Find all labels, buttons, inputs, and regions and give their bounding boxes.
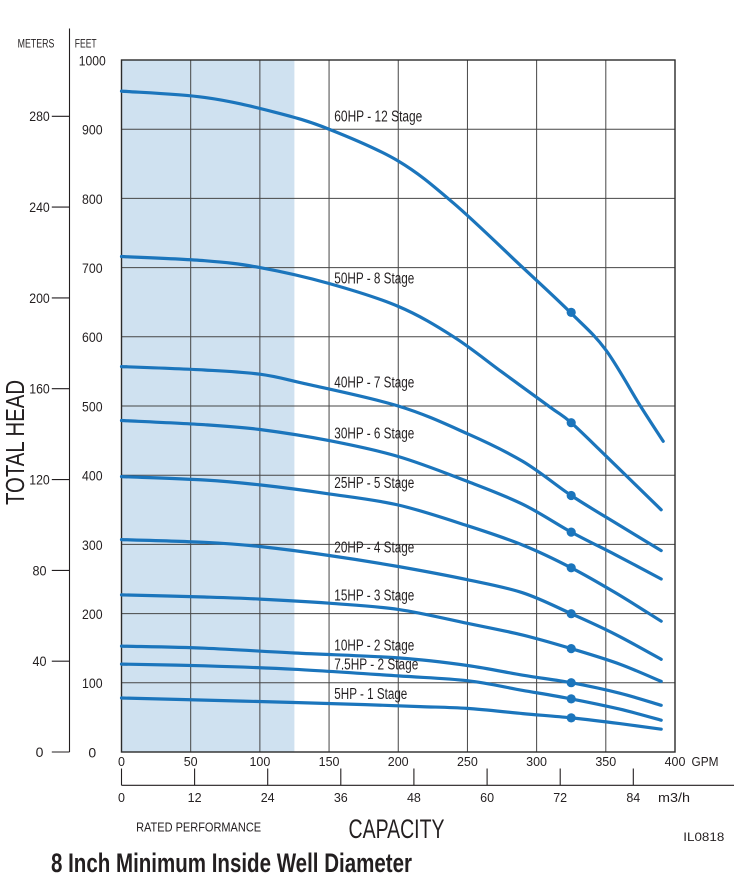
svg-text:24: 24 [261, 791, 275, 805]
svg-text:40HP - 7 Stage: 40HP - 7 Stage [334, 375, 414, 392]
svg-text:900: 900 [82, 122, 103, 138]
svg-text:350: 350 [595, 755, 616, 769]
svg-text:m3/h: m3/h [658, 791, 690, 805]
svg-text:200: 200 [29, 290, 50, 306]
svg-text:8 Inch Minimum Inside Well Dia: 8 Inch Minimum Inside Well Diameter [51, 848, 412, 878]
svg-text:200: 200 [82, 606, 103, 622]
svg-text:60: 60 [480, 791, 494, 805]
svg-text:25HP - 5 Stage: 25HP - 5 Stage [334, 475, 414, 492]
svg-text:METERS: METERS [18, 36, 55, 50]
svg-text:RATED PERFORMANCE: RATED PERFORMANCE [136, 821, 261, 835]
svg-text:800: 800 [82, 191, 103, 207]
svg-text:12: 12 [188, 791, 202, 805]
svg-text:0: 0 [118, 791, 125, 805]
svg-text:1000: 1000 [79, 52, 106, 68]
svg-text:TOTAL HEAD: TOTAL HEAD [0, 380, 30, 505]
svg-text:500: 500 [82, 398, 103, 414]
svg-text:0: 0 [88, 744, 96, 760]
svg-text:300: 300 [82, 537, 103, 553]
svg-text:400: 400 [665, 755, 686, 769]
svg-text:200: 200 [388, 755, 409, 769]
svg-text:72: 72 [553, 791, 567, 805]
svg-text:20HP - 4 Stage: 20HP - 4 Stage [334, 539, 414, 556]
svg-text:48: 48 [407, 791, 421, 805]
svg-text:150: 150 [319, 755, 340, 769]
svg-text:40: 40 [33, 653, 47, 669]
svg-text:120: 120 [29, 472, 50, 488]
svg-text:36: 36 [334, 791, 348, 805]
svg-text:50: 50 [184, 755, 198, 769]
svg-text:84: 84 [626, 791, 640, 805]
svg-text:GPM: GPM [692, 755, 719, 769]
svg-text:300: 300 [526, 755, 547, 769]
svg-text:CAPACITY: CAPACITY [349, 814, 445, 844]
svg-text:400: 400 [82, 468, 103, 484]
svg-text:FEET: FEET [75, 36, 97, 50]
svg-text:700: 700 [82, 260, 103, 276]
svg-text:240: 240 [29, 199, 50, 215]
svg-text:100: 100 [82, 675, 103, 691]
svg-text:IL0818: IL0818 [683, 830, 724, 844]
svg-text:100: 100 [249, 755, 270, 769]
svg-text:280: 280 [29, 108, 50, 124]
svg-text:10HP - 2 Stage: 10HP - 2 Stage [334, 638, 414, 655]
svg-text:0: 0 [118, 755, 125, 769]
svg-text:50HP - 8 Stage: 50HP - 8 Stage [334, 271, 414, 288]
svg-text:60HP - 12 Stage: 60HP - 12 Stage [334, 109, 422, 126]
svg-text:5HP - 1 Stage: 5HP - 1 Stage [334, 686, 407, 703]
svg-text:160: 160 [29, 381, 50, 397]
svg-text:250: 250 [457, 755, 478, 769]
svg-text:600: 600 [82, 329, 103, 345]
svg-text:80: 80 [33, 562, 47, 578]
svg-text:30HP - 6 Stage: 30HP - 6 Stage [334, 425, 414, 442]
svg-text:15HP - 3 Stage: 15HP - 3 Stage [334, 588, 414, 605]
svg-text:7.5HP - 2 Stage: 7.5HP - 2 Stage [334, 656, 418, 673]
svg-text:0: 0 [36, 744, 44, 760]
